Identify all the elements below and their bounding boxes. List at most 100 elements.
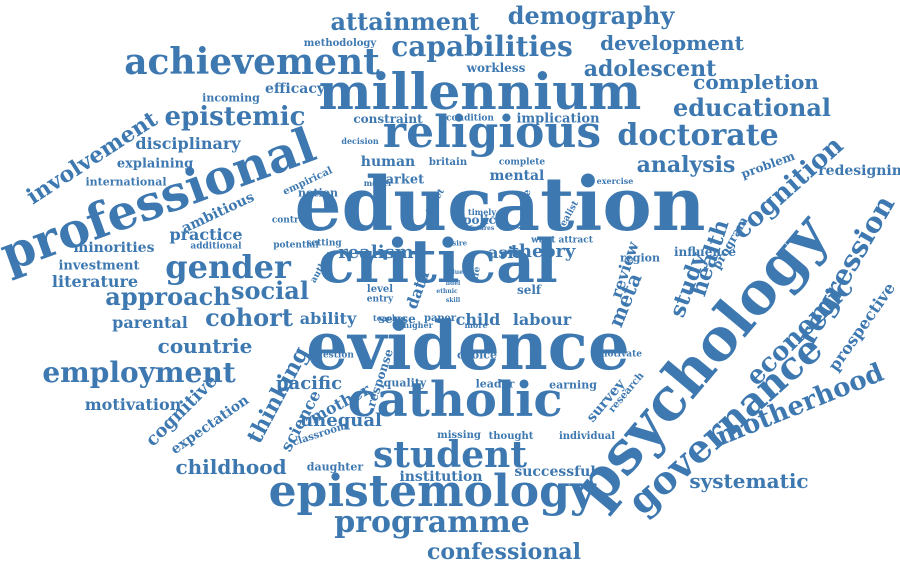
- word-cloud-term: condition: [446, 113, 494, 124]
- word-cloud-term: quality: [383, 376, 427, 390]
- word-cloud-term: maker: [363, 178, 393, 188]
- word-cloud-term: confessional: [427, 539, 581, 565]
- word-cloud-term: cohort: [205, 303, 293, 332]
- word-cloud-term: investment: [58, 258, 140, 274]
- word-cloud-term: labour: [512, 310, 572, 329]
- word-cloud-term: motivation: [84, 395, 182, 414]
- word-cloud-term: sense: [378, 312, 416, 326]
- word-cloud-term: higher: [403, 320, 433, 330]
- word-cloud-term: critical: [318, 227, 558, 297]
- word-cloud-term: workless: [466, 61, 526, 75]
- word-cloud-term: desire: [442, 238, 468, 248]
- word-cloud-term: motivate: [597, 349, 643, 360]
- word-cloud-term: more: [464, 320, 488, 330]
- word-cloud-term: millennium: [318, 62, 642, 121]
- word-cloud-term: exercise: [596, 176, 634, 186]
- word-cloud-term: employment: [42, 356, 236, 389]
- word-cloud-term: notion: [298, 186, 338, 200]
- word-cloud-term: achievement: [124, 41, 380, 83]
- word-cloud-term: skill: [445, 297, 461, 304]
- word-cloud-term: educational: [673, 93, 831, 122]
- word-cloud-term: self: [516, 283, 542, 297]
- word-cloud-term: question: [310, 350, 354, 361]
- word-cloud-term: student: [373, 434, 527, 476]
- word-cloud-term: efficacy: [265, 81, 325, 97]
- word-cloud-term: constraint: [353, 112, 423, 126]
- word-cloud-term: analysis: [636, 152, 736, 178]
- word-cloud-term: missing: [437, 430, 481, 441]
- word-cloud-term: individual: [558, 431, 616, 442]
- word-cloud-term: value: [445, 269, 463, 276]
- word-cloud-term: methodology: [303, 38, 377, 49]
- word-cloud-term: development: [600, 31, 744, 55]
- word-cloud-term: epistemic: [164, 102, 306, 132]
- word-cloud-term: ability: [299, 309, 357, 328]
- word-cloud-term: human: [360, 154, 416, 170]
- word-cloud-term: approach: [105, 282, 231, 311]
- word-cloud-term: potential: [273, 240, 319, 251]
- word-cloud-term: pacific: [275, 373, 343, 394]
- word-cloud-term: systematic: [689, 469, 809, 493]
- word-cloud-term: market: [371, 172, 425, 188]
- word-cloud-term: successful: [514, 464, 596, 480]
- word-cloud-term: britain: [428, 157, 468, 168]
- word-cloud-term: realism: [338, 242, 414, 263]
- word-cloud-term: completion: [693, 70, 819, 94]
- word-cloud-term: redesigning: [818, 163, 900, 179]
- word-cloud-term: minorities: [73, 240, 155, 256]
- word-cloud-term: adolescent: [583, 56, 717, 82]
- word-cloud-term: education: [294, 162, 706, 248]
- word-cloud-term: religious: [382, 107, 602, 158]
- word-cloud-term: region: [620, 251, 660, 265]
- word-cloud-term: complete: [498, 157, 546, 168]
- word-cloud-term: level: [366, 284, 394, 295]
- word-cloud-term: setting: [306, 238, 342, 249]
- word-cloud-term: evidence: [306, 307, 630, 385]
- word-cloud-term: countrie: [157, 334, 253, 358]
- word-cloud-term: daughter: [306, 460, 364, 474]
- word-cloud-term: institution: [399, 469, 483, 485]
- word-cloud-term: implication: [516, 111, 600, 127]
- word-cloud-term: timely: [468, 207, 496, 217]
- word-cloud-term: want attract: [531, 235, 593, 246]
- word-cloud-term: programme: [334, 505, 530, 540]
- word-cloud-term: policy: [463, 213, 503, 227]
- word-cloud-term: earning: [549, 378, 597, 392]
- word-cloud-term: influence: [673, 245, 737, 259]
- word-cloud-term: gender: [165, 248, 291, 286]
- word-cloud-term: unequal: [300, 410, 382, 431]
- word-cloud-term: childhood: [175, 455, 287, 479]
- word-cloud-term: addition: [374, 195, 386, 229]
- word-cloud-term: attainment: [330, 7, 480, 36]
- word-cloud-term: doctorate: [617, 118, 779, 153]
- word-cloud-term: additional: [190, 241, 242, 252]
- word-cloud-term: thought: [488, 431, 534, 442]
- word-cloud-term: parental: [112, 313, 188, 332]
- word-cloud-term: child: [455, 310, 501, 329]
- word-cloud-term: epistemology: [268, 466, 596, 517]
- word-cloud-term: catholic: [347, 372, 563, 428]
- word-cloud-term: disciplinary: [135, 134, 241, 153]
- word-cloud-term: ethnic: [436, 288, 458, 295]
- word-cloud-term: social: [231, 276, 309, 305]
- word-cloud-term: teacher: [373, 313, 407, 323]
- word-cloud-term: futures: [469, 225, 495, 232]
- word-cloud-term: international: [85, 175, 167, 189]
- word-cloud-term: fidel: [445, 280, 461, 287]
- word-cloud-term: decision: [341, 136, 379, 146]
- word-cloud-term: incoming: [202, 91, 260, 105]
- word-cloud-term: control: [271, 215, 309, 226]
- word-cloud-term: capabilities: [391, 30, 573, 63]
- word-cloud-term: demography: [507, 1, 675, 30]
- word-cloud-term: explaining: [116, 156, 194, 172]
- word-cloud-term: theory: [510, 241, 576, 262]
- word-cloud-term: literature: [51, 272, 139, 291]
- word-cloud-term: asia: [488, 243, 524, 262]
- word-cloud-term: entry: [366, 294, 394, 305]
- word-cloud-term: choice: [457, 348, 497, 362]
- word-cloud-term: practice: [169, 225, 243, 244]
- word-cloud-term: mental: [489, 168, 545, 184]
- word-cloud-term: paper: [423, 313, 457, 324]
- word-cloud-term: leader: [475, 377, 515, 391]
